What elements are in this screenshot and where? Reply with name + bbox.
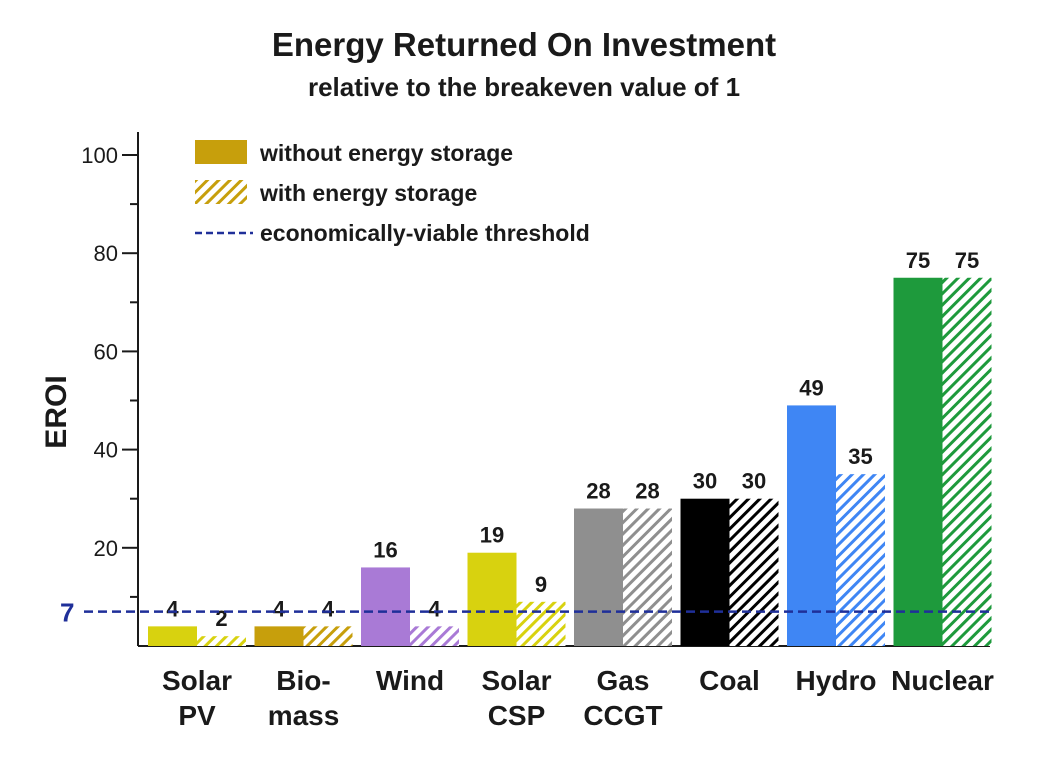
bar-value-label: 4 xyxy=(322,596,335,621)
x-category-label: Wind xyxy=(376,665,444,696)
chart-subtitle: relative to the breakeven value of 1 xyxy=(307,72,741,102)
bar-value-label: 75 xyxy=(955,248,979,273)
legend-swatch-hatched xyxy=(195,180,247,204)
y-tick-label: 20 xyxy=(94,536,118,561)
legend-item-label: economically-viable threshold xyxy=(260,220,590,246)
bar-with-storage xyxy=(410,626,459,646)
bar-value-label: 30 xyxy=(742,469,766,494)
threshold-label: 7 xyxy=(60,598,74,628)
legend-item-label: with energy storage xyxy=(259,180,477,206)
category-labels: Solar PV Bio-mass Wind Solar CSP Gas CCGT Coal Hy… xyxy=(162,665,994,731)
bar-value-label: 49 xyxy=(799,375,823,400)
bar-without-storage xyxy=(254,626,304,646)
bar-value-label: 9 xyxy=(535,572,547,597)
bar-with-storage xyxy=(623,508,672,646)
y-axis-label: EROI xyxy=(40,375,73,448)
bar-with-storage xyxy=(836,474,885,646)
y-tick-label: 60 xyxy=(94,339,118,364)
bar-without-storage xyxy=(680,498,730,646)
chart-title: Energy Returned On Investment xyxy=(271,26,777,63)
y-tick-label: 40 xyxy=(94,438,118,463)
bar-value-label: 2 xyxy=(215,606,227,631)
bar-value-label: 35 xyxy=(848,444,872,469)
x-category-label: Coal xyxy=(699,665,760,696)
x-category-label: Nuclear xyxy=(891,665,994,696)
bar-with-storage xyxy=(729,498,779,646)
bars xyxy=(148,277,992,646)
bar-value-label: 28 xyxy=(635,479,659,504)
bar-value-label: 75 xyxy=(906,248,930,273)
bar-value-label: 4 xyxy=(166,596,179,621)
legend-swatch-solid xyxy=(195,140,247,164)
axes: 20 40 60 80 100 EROI xyxy=(40,132,990,647)
bar-value-label: 28 xyxy=(586,479,610,504)
x-category-label: Bio-mass xyxy=(268,665,340,731)
bar-with-storage xyxy=(516,601,566,646)
legend-item-label: without energy storage xyxy=(259,140,513,166)
x-category-label: Gas CCGT xyxy=(583,665,662,731)
bar-without-storage xyxy=(467,552,517,646)
threshold-line-group: 7 xyxy=(60,598,994,628)
bar-without-storage xyxy=(893,277,943,646)
bar-without-storage xyxy=(787,405,836,646)
x-category-label: Hydro xyxy=(796,665,877,696)
bar-value-label: 19 xyxy=(480,523,504,548)
value-labels: 4 2 4 4 16 4 19 9 28 28 30 30 49 35 75 75 xyxy=(166,248,979,631)
bar-value-label: 4 xyxy=(428,596,441,621)
bar-value-label: 30 xyxy=(693,469,717,494)
legend: without energy storage with energy storag… xyxy=(195,140,590,246)
bar-without-storage xyxy=(361,567,410,646)
bar-without-storage xyxy=(574,508,623,646)
y-tick-label: 80 xyxy=(94,241,118,266)
bar-without-storage xyxy=(148,626,197,646)
bar-with-storage xyxy=(303,626,353,646)
bar-with-storage xyxy=(942,277,992,646)
bar-value-label: 16 xyxy=(373,537,397,562)
bar-with-storage xyxy=(197,636,246,646)
x-category-label: Solar PV xyxy=(162,665,232,731)
x-category-label: Solar CSP xyxy=(481,665,551,731)
bar-value-label: 4 xyxy=(273,596,286,621)
y-tick-label: 100 xyxy=(81,143,118,168)
